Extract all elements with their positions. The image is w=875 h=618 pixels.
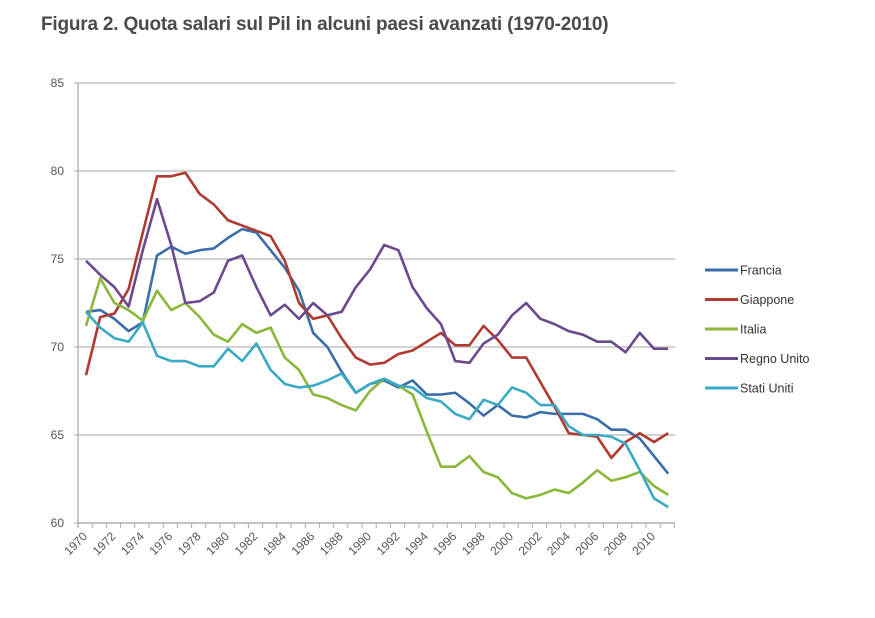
legend-label: Francia [740,264,782,278]
legend-label: Stati Uniti [740,382,794,396]
x-tick-label: 2010 [629,529,658,558]
x-tick-label: 1990 [345,529,374,558]
series-line-francia [85,227,670,475]
x-tick-label: 2004 [544,529,573,558]
series-line-italia [84,277,669,500]
x-tick-label: 1980 [203,529,232,558]
x-tick-label: 1978 [175,529,204,558]
legend-label: Italia [740,323,766,337]
x-tick-label: 1986 [289,529,318,558]
x-tick-label: 1974 [118,529,147,558]
x-tick-label: 1984 [260,529,289,558]
x-tick-label: 1994 [402,529,431,558]
legend-label: Regno Unito [740,352,810,366]
y-tick-label: 85 [51,76,65,90]
x-tick-label: 2000 [487,529,516,558]
y-tick-label: 65 [51,428,65,442]
x-tick-label: 1970 [61,529,90,558]
x-tick-label: 2006 [573,529,602,558]
y-tick-label: 60 [51,516,65,530]
y-tick-label: 75 [51,252,65,266]
x-tick-label: 1988 [317,529,346,558]
x-tick-label: 1996 [431,529,460,558]
x-tick-label: 1992 [374,529,403,558]
x-tick-label: 2008 [601,529,630,558]
legend-label: Giappone [740,293,794,307]
y-tick-label: 70 [51,340,65,354]
x-tick-label: 1972 [90,529,119,558]
x-tick-label: 2002 [516,529,545,558]
series-line-stati-uniti [85,310,669,509]
x-tick-label: 1976 [147,529,176,558]
x-tick-label: 1998 [459,529,488,558]
x-tick-label: 1982 [232,529,261,558]
chart-title: Figura 2. Quota salari sul Pil in alcuni… [41,14,609,35]
series-line-giappone [84,171,669,460]
y-tick-label: 80 [51,164,65,178]
series-line-regno-unito [85,197,669,365]
